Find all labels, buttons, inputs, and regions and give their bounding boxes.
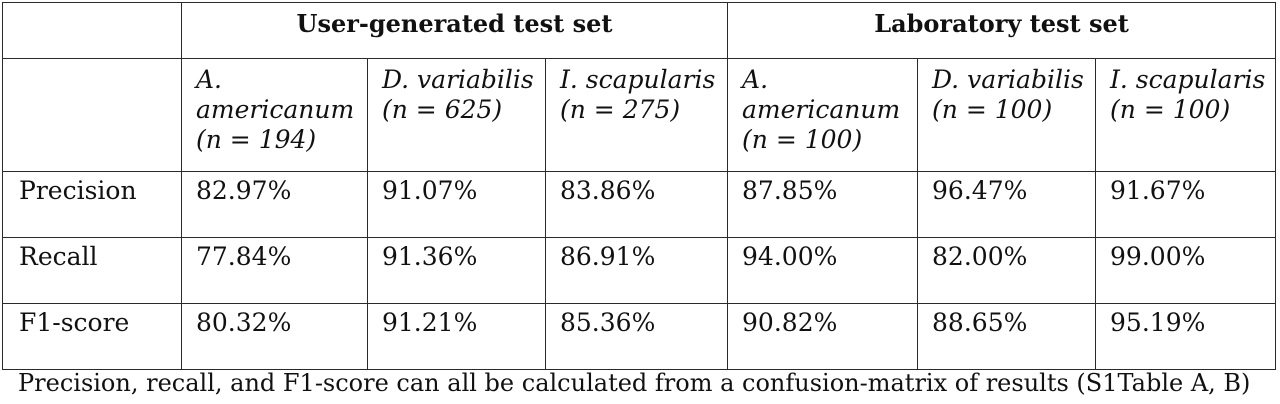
species-sample-size: (n = 100): [1110, 95, 1231, 124]
row-label: Recall: [2, 237, 182, 304]
table-row-recall: Recall 77.84% 91.36% 86.91% 94.00% 82.00…: [2, 237, 1277, 304]
species-sample-size: (n = 625): [382, 95, 503, 124]
species-corner-cell: [2, 58, 182, 172]
table-cell: 99.00%: [1095, 237, 1277, 304]
species-sample-size: (n = 194): [196, 125, 317, 154]
results-table: User-generated test set Laboratory test …: [2, 2, 1277, 370]
species-header-cell: A. americanum (n = 100): [727, 58, 919, 172]
table-cell: 77.84%: [181, 237, 368, 304]
table-cell: 95.19%: [1095, 303, 1277, 370]
table-cell: 85.36%: [544, 303, 729, 370]
table-cell: 87.85%: [727, 171, 919, 238]
table-row-f1-score: F1-score 80.32% 91.21% 85.36% 90.82% 88.…: [2, 303, 1277, 370]
table-cell: 82.97%: [181, 171, 368, 238]
species-sample-size: (n = 100): [742, 125, 863, 154]
species-header-row: A. americanum (n = 194) D. variabilis (n…: [2, 58, 1277, 172]
table-cell: 91.67%: [1095, 171, 1277, 238]
species-header-cell: D. variabilis (n = 100): [917, 58, 1097, 172]
corner-cell: [2, 2, 182, 59]
group-header-row: User-generated test set Laboratory test …: [2, 2, 1277, 59]
species-header-cell: D. variabilis (n = 625): [367, 58, 546, 172]
species-name: I. scapularis: [560, 65, 716, 94]
row-label: Precision: [2, 171, 182, 238]
species-header-cell: I. scapularis (n = 275): [544, 58, 729, 172]
table-row-precision: Precision 82.97% 91.07% 83.86% 87.85% 96…: [2, 171, 1277, 238]
table-cell: 82.00%: [917, 237, 1097, 304]
species-name: D. variabilis: [932, 65, 1084, 94]
table-cell: 91.21%: [367, 303, 546, 370]
species-name: D. variabilis: [382, 65, 534, 94]
table-cell: 94.00%: [727, 237, 919, 304]
table-cell: 91.07%: [367, 171, 546, 238]
row-label: F1-score: [2, 303, 182, 370]
table-cell: 80.32%: [181, 303, 368, 370]
species-sample-size: (n = 100): [932, 95, 1053, 124]
table-cell: 83.86%: [544, 171, 729, 238]
species-sample-size: (n = 275): [560, 95, 681, 124]
species-header-cell: A. americanum (n = 194): [181, 58, 368, 172]
table-cell: 86.91%: [544, 237, 729, 304]
species-header-cell: I. scapularis (n = 100): [1095, 58, 1277, 172]
table-cell: 96.47%: [917, 171, 1097, 238]
table-cell: 91.36%: [367, 237, 546, 304]
species-name: A. americanum: [742, 65, 901, 124]
species-name: A. americanum: [196, 65, 355, 124]
table-cell: 88.65%: [917, 303, 1097, 370]
table-cell: 90.82%: [727, 303, 919, 370]
species-name: I. scapularis: [1110, 65, 1266, 94]
group-header-laboratory: Laboratory test set: [727, 2, 1277, 59]
group-header-user-generated: User-generated test set: [180, 2, 729, 59]
table-caption: Precision, recall, and F1-score can all …: [18, 369, 1251, 397]
